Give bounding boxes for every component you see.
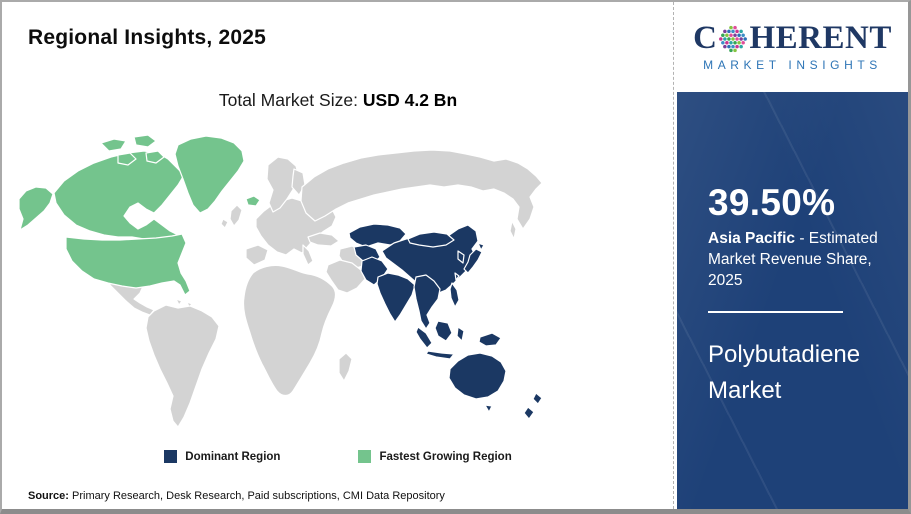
legend-item-growing: Fastest Growing Region xyxy=(358,450,512,463)
revenue-share-suffix: - Estimated Market Revenue Share, 2025 xyxy=(708,230,883,289)
world-map-svg xyxy=(18,134,543,428)
dashed-divider xyxy=(673,2,674,509)
logo-area: C HERENT MARKET INSIGHTS xyxy=(677,2,908,92)
region-asia-pacific xyxy=(348,223,543,420)
revenue-share-description: Asia Pacific - Estimated Market Revenue … xyxy=(708,229,890,291)
revenue-share-value: 39.50% xyxy=(708,182,836,223)
logo-wordmark: C HERENT xyxy=(693,22,892,55)
total-market-size: Total Market Size: USD 4.2 Bn xyxy=(2,90,674,111)
dominant-region-label: Dominant Region xyxy=(185,450,281,463)
logo-text-end: HERENT xyxy=(749,20,892,56)
revenue-share-region: Asia Pacific xyxy=(708,230,796,247)
logo-text-start: C xyxy=(693,20,718,56)
source-note: Source: Primary Research, Desk Research,… xyxy=(28,490,445,502)
legend-item-dominant: Dominant Region xyxy=(164,450,280,463)
region-other xyxy=(108,149,543,428)
growing-region-swatch xyxy=(358,450,372,463)
logo-tagline: MARKET INSIGHTS xyxy=(703,58,882,72)
page-title: Regional Insights, 2025 xyxy=(28,26,266,49)
source-label: Source: xyxy=(28,490,69,502)
market-name: Polybutadiene Market xyxy=(708,341,861,405)
total-market-size-label: Total Market Size: xyxy=(218,90,363,110)
map-legend: Dominant Region Fastest Growing Region xyxy=(2,450,674,463)
dominant-region-swatch xyxy=(164,450,178,463)
total-market-size-value: USD 4.2 Bn xyxy=(362,90,458,110)
world-map xyxy=(6,120,666,452)
company-logo: C HERENT MARKET INSIGHTS xyxy=(693,22,892,73)
right-column: C HERENT MARKET INSIGHTS 39.50% Asia Pac… xyxy=(677,2,908,509)
growing-region-label: Fastest Growing Region xyxy=(379,450,512,463)
source-text: Primary Research, Desk Research, Paid su… xyxy=(68,490,445,502)
panel-divider-line xyxy=(708,311,843,314)
highlight-panel: 39.50% Asia Pacific - Estimated Market R… xyxy=(677,92,908,509)
region-north-america xyxy=(18,134,261,296)
globe-dots-icon xyxy=(719,25,748,52)
